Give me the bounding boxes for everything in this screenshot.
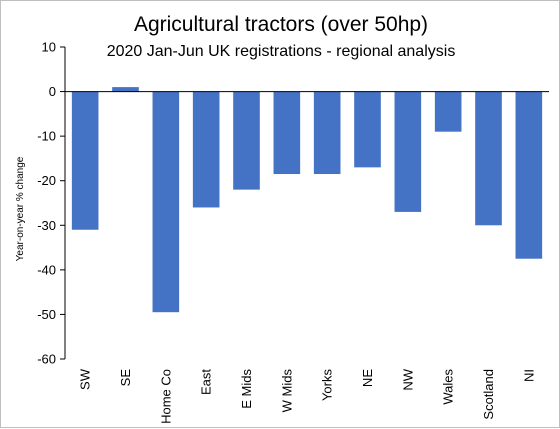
- x-tick-label: E Mids: [239, 369, 254, 409]
- chart-title: Agricultural tractors (over 50hp): [134, 13, 428, 36]
- x-axis: SW SE Home Co East E Mids W Mids Yorks NE NW Wale…: [65, 91, 549, 424]
- y-tick-label: -60: [37, 352, 56, 367]
- x-tick-label: NE: [360, 369, 375, 387]
- x-tick-label: NW: [400, 368, 415, 390]
- y-tick-label: 0: [49, 84, 56, 99]
- y-tick-label: -50: [37, 307, 56, 322]
- x-tick-label: East: [199, 369, 214, 395]
- bar: [112, 87, 139, 92]
- bar: [475, 91, 502, 226]
- x-tick-label: Wales: [441, 369, 456, 405]
- bar: [273, 91, 301, 175]
- x-tick-label: Yorks: [320, 369, 335, 402]
- x-tick-label: SW: [78, 368, 93, 390]
- x-tick-label: Home Co: [158, 369, 173, 424]
- bars: [71, 87, 543, 313]
- bar: [434, 91, 462, 132]
- y-tick-label: 10: [42, 40, 56, 55]
- bar: [313, 91, 341, 175]
- bar: [394, 91, 422, 212]
- x-tick-label: SE: [118, 369, 133, 387]
- y-axis: 10 0 -10 -20 -30 -40 -50 -60: [37, 40, 66, 367]
- y-tick-label: -40: [37, 262, 56, 277]
- y-tick-label: -10: [37, 129, 56, 144]
- x-tick-label: NI: [521, 369, 536, 382]
- chart-subtitle: 2020 Jan-Jun UK registrations - regional…: [107, 43, 456, 60]
- x-tick-label: W Mids: [279, 369, 294, 413]
- y-tick-label: -30: [37, 218, 56, 233]
- bar: [354, 91, 381, 168]
- y-axis-label: Year-on-year % change: [15, 156, 26, 261]
- bar: [152, 91, 180, 313]
- bar: [233, 91, 260, 190]
- x-tick-label: Scotland: [481, 369, 496, 420]
- bar: [192, 91, 220, 208]
- bar: [71, 91, 99, 230]
- y-tick-label: -20: [37, 173, 56, 188]
- bar: [515, 91, 543, 259]
